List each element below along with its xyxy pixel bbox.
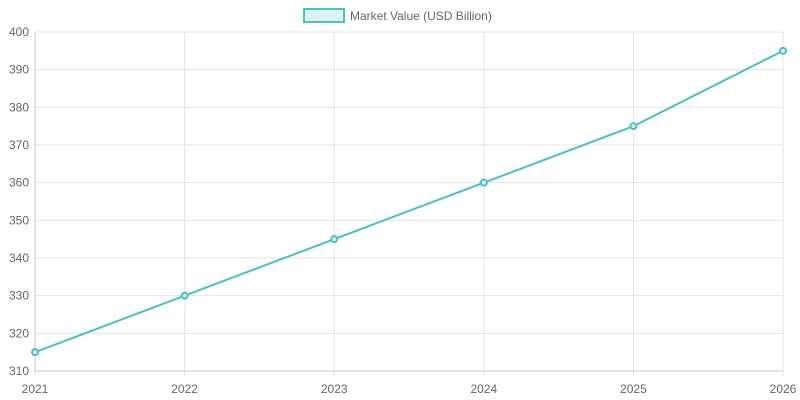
y-tick-label: 320 [9,326,29,340]
data-point[interactable] [180,291,189,300]
data-point[interactable] [779,46,787,55]
legend-label[interactable]: Market Value (USD Billion) [350,9,492,23]
x-tick-label: 2021 [22,382,49,396]
axes [34,32,783,372]
x-tick-labels: 2021 2022 2023 2024 2025 2026 [22,382,797,396]
data-point[interactable] [629,122,638,131]
legend-swatch[interactable] [303,8,345,23]
x-tick-label: 2023 [321,382,348,396]
grid [34,31,784,377]
y-tick-label: 330 [9,289,29,303]
y-tick-label: 390 [9,63,29,77]
data-point[interactable] [31,348,39,357]
y-tick-label: 400 [9,25,29,39]
x-tick-label: 2022 [171,382,198,396]
y-tick-label: 360 [9,176,29,190]
y-tick-labels: 310 320 330 340 350 360 370 380 390 400 [9,25,29,378]
y-tick-label: 370 [9,138,29,152]
data-point[interactable] [479,178,488,187]
y-tick-label: 380 [9,100,29,114]
y-tick-label: 310 [9,364,29,378]
legend[interactable]: Market Value (USD Billion) [303,8,492,23]
series-line [34,49,784,354]
y-tick-label: 340 [9,251,29,265]
x-tick-label: 2024 [470,382,497,396]
data-point[interactable] [330,235,339,244]
x-tick-label: 2025 [620,382,647,396]
series [31,46,787,357]
y-tick-label: 350 [9,213,29,227]
x-tick-label: 2026 [770,382,797,396]
